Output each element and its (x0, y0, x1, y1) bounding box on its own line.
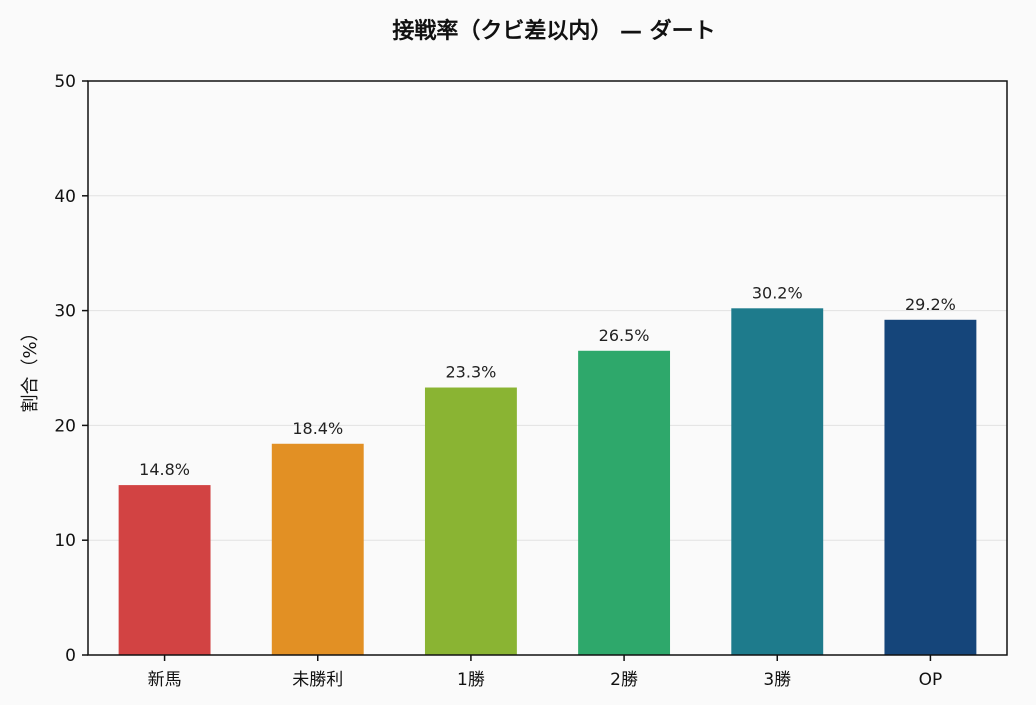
y-axis-label: 割合（%） (20, 323, 41, 412)
data-label: 23.3% (446, 363, 497, 382)
x-tick-label: 新馬 (148, 670, 182, 690)
chart-title: 接戦率（クビ差以内） — ダート (392, 18, 715, 44)
bar (424, 387, 517, 655)
x-axis: 新馬 未勝利 1勝 2勝 3勝 OP (148, 655, 943, 690)
data-label: 29.2% (905, 295, 956, 314)
bar (884, 319, 977, 655)
y-tick-label: 10 (54, 531, 76, 551)
y-tick-label: 50 (54, 72, 76, 92)
x-tick-label: OP (919, 670, 943, 690)
x-tick-label: 2勝 (610, 670, 638, 690)
bars (118, 308, 977, 655)
gridlines (88, 195, 1007, 541)
x-tick-label: 未勝利 (292, 670, 343, 690)
data-label: 26.5% (599, 326, 650, 345)
bar (731, 308, 824, 655)
bar (118, 485, 211, 655)
data-label: 14.8% (139, 460, 190, 479)
y-tick-label: 0 (65, 646, 76, 666)
bar (578, 350, 671, 655)
y-axis: 0 10 20 30 40 50 (54, 72, 88, 666)
y-tick-label: 30 (54, 302, 76, 322)
data-label: 18.4% (292, 419, 343, 438)
x-tick-label: 1勝 (457, 670, 485, 690)
data-label: 30.2% (752, 283, 803, 302)
plot-area (88, 81, 1007, 655)
bar (271, 443, 364, 655)
y-tick-label: 20 (54, 416, 76, 436)
plot-frame (87, 80, 1008, 656)
data-labels: 14.8% 18.4% 23.3% 26.5% 30.2% 29.2% (139, 283, 956, 479)
x-tick-label: 3勝 (763, 670, 791, 690)
y-tick-label: 40 (54, 187, 76, 207)
